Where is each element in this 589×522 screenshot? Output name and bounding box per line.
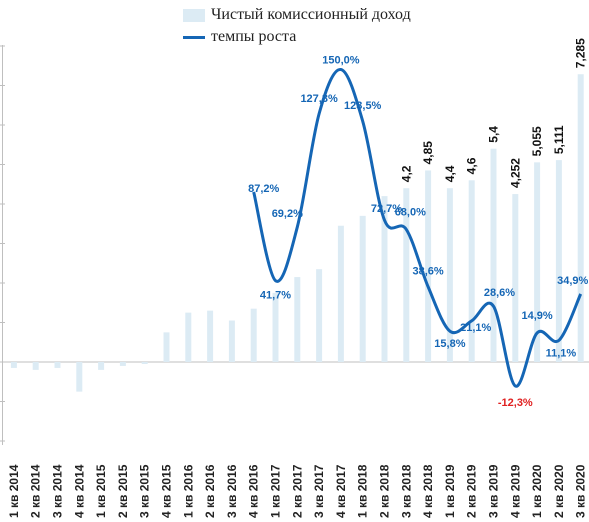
x-tick-label: 3 кв 2019 bbox=[487, 464, 501, 518]
line-value-label: 38,6% bbox=[412, 266, 443, 278]
x-tick-label: 3 кв 2016 bbox=[225, 464, 239, 518]
legend-swatch-line bbox=[183, 35, 205, 39]
x-tick-label: 4 кв 2019 bbox=[508, 464, 522, 518]
bar bbox=[54, 362, 61, 368]
legend-label-line: темпы роста bbox=[211, 28, 297, 45]
bar bbox=[119, 362, 126, 366]
bar bbox=[294, 277, 301, 362]
bar bbox=[534, 162, 541, 362]
bar-value-label: 5,111 bbox=[552, 125, 566, 154]
x-tick-label: 1 кв 2020 bbox=[530, 464, 544, 518]
line-value-label: 34,9% bbox=[557, 275, 588, 287]
x-tick-label: 1 кв 2014 bbox=[7, 464, 21, 518]
line-value-label: 41,7% bbox=[260, 290, 291, 302]
x-tick-label: 4 кв 2014 bbox=[72, 464, 86, 518]
line-value-label: 123,5% bbox=[344, 100, 382, 112]
bar bbox=[98, 362, 105, 370]
bar bbox=[468, 180, 475, 362]
bar bbox=[555, 160, 562, 362]
x-tick-label: 2 кв 2016 bbox=[203, 464, 217, 518]
line-value-label: 21,1% bbox=[460, 322, 491, 334]
x-tick-label: 4 кв 2017 bbox=[334, 464, 348, 518]
bar bbox=[10, 362, 17, 368]
bar bbox=[359, 215, 366, 362]
bar-value-label: 4,4 bbox=[443, 165, 457, 182]
bar bbox=[163, 332, 170, 362]
x-tick-label: 4 кв 2016 bbox=[247, 464, 261, 518]
x-tick-label: 3 кв 2020 bbox=[574, 464, 588, 518]
bar bbox=[250, 308, 257, 362]
line-value-label: 68,0% bbox=[395, 206, 426, 218]
bar bbox=[490, 148, 497, 362]
x-tick-label: 2 кв 2019 bbox=[465, 464, 479, 518]
x-tick-label: 3 кв 2014 bbox=[51, 464, 65, 518]
bar bbox=[32, 362, 39, 370]
bar bbox=[207, 310, 214, 362]
bar-value-label: 5,055 bbox=[530, 126, 544, 156]
x-tick-label: 1 кв 2017 bbox=[269, 464, 283, 518]
x-tick-label: 4 кв 2018 bbox=[421, 464, 435, 518]
bar bbox=[228, 320, 235, 362]
bar bbox=[185, 312, 192, 362]
bar bbox=[425, 170, 432, 362]
line-value-label: 11,1% bbox=[546, 347, 577, 359]
line-value-label: 87,2% bbox=[248, 183, 279, 195]
line-value-label: -12,3% bbox=[498, 397, 533, 409]
x-tick-label: 2 кв 2014 bbox=[29, 464, 43, 518]
x-tick-label: 2 кв 2017 bbox=[290, 464, 304, 518]
legend-swatch-bar bbox=[183, 8, 205, 22]
growth-line bbox=[252, 68, 583, 388]
line-value-label: 72,7% bbox=[371, 203, 402, 215]
bar-value-label: 7,285 bbox=[574, 38, 588, 68]
bar bbox=[337, 225, 344, 362]
x-tick-label: 1 кв 2016 bbox=[181, 464, 195, 518]
line-value-label: 127,3% bbox=[300, 93, 338, 105]
bar-value-label: 4,2 bbox=[399, 165, 413, 182]
x-tick-label: 1 кв 2019 bbox=[443, 464, 457, 518]
bar bbox=[316, 269, 323, 362]
x-tick-label: 2 кв 2015 bbox=[116, 464, 130, 518]
bar-value-label: 4,85 bbox=[421, 141, 435, 165]
bar-value-label: 4,252 bbox=[508, 158, 522, 188]
bar bbox=[512, 194, 519, 362]
x-tick-label: 3 кв 2018 bbox=[399, 464, 413, 518]
x-tick-label: 1 кв 2015 bbox=[94, 464, 108, 518]
x-tick-label: 2 кв 2018 bbox=[378, 464, 392, 518]
line-value-label: 14,9% bbox=[521, 310, 552, 322]
line-value-label: 15,8% bbox=[434, 338, 465, 350]
line-value-label: 28,6% bbox=[484, 287, 515, 299]
line-value-label: 69,2% bbox=[272, 208, 303, 220]
legend-label-bars: Чистый комиссионный доход bbox=[211, 6, 411, 23]
x-tick-label: 2 кв 2020 bbox=[552, 464, 566, 518]
bar bbox=[76, 362, 83, 392]
legend-item-line: темпы роста bbox=[183, 26, 411, 48]
bar-value-label: 4,6 bbox=[465, 157, 479, 174]
x-tick-label: 4 кв 2015 bbox=[160, 464, 174, 518]
bar bbox=[446, 188, 453, 362]
legend: Чистый комиссионный доход темпы роста bbox=[183, 4, 411, 48]
bar bbox=[577, 74, 584, 363]
x-tick-label: 3 кв 2015 bbox=[138, 464, 152, 518]
bar bbox=[381, 196, 388, 362]
bar bbox=[141, 362, 148, 364]
x-tick-label: 3 кв 2017 bbox=[312, 464, 326, 518]
bar bbox=[272, 292, 279, 362]
bar-value-label: 5,4 bbox=[487, 126, 501, 143]
bar bbox=[403, 188, 410, 362]
legend-item-bars: Чистый комиссионный доход bbox=[183, 4, 411, 26]
line-value-label: 150,0% bbox=[322, 55, 360, 67]
x-tick-label: 1 кв 2018 bbox=[356, 464, 370, 518]
